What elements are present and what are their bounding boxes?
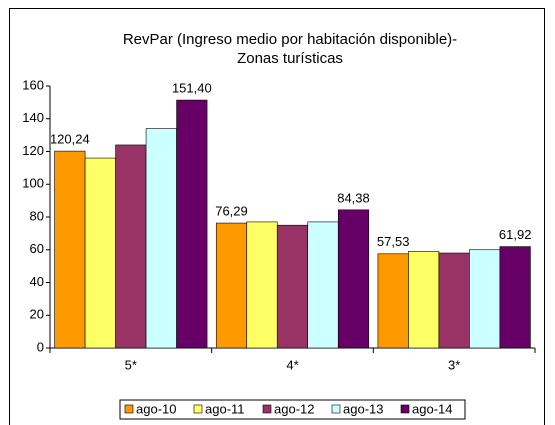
bar <box>215 222 248 349</box>
bar <box>54 150 86 349</box>
y-tick-label: 20 <box>30 307 44 322</box>
y-tick-label: 60 <box>30 241 44 256</box>
bar <box>408 251 440 349</box>
legend-label: ago-14 <box>412 401 452 416</box>
legend-swatch <box>124 404 134 414</box>
bar <box>176 99 208 349</box>
legend-swatch <box>331 404 341 414</box>
y-tick-label: 40 <box>30 274 44 289</box>
data-label: 151,40 <box>172 81 212 96</box>
bar <box>469 249 501 349</box>
x-tick-label: 5* <box>125 357 137 372</box>
y-tick-label: 80 <box>30 208 44 223</box>
data-label: 120,24 <box>50 132 90 147</box>
data-label: 76,29 <box>215 204 248 219</box>
y-tick-label: 120 <box>22 143 44 158</box>
bar <box>145 128 177 349</box>
chart-title: RevPar (Ingreso medio por habitación dis… <box>123 31 457 48</box>
y-tick-label: 160 <box>22 77 44 92</box>
legend-box <box>119 399 466 420</box>
bar <box>84 157 116 349</box>
legend-swatch <box>262 404 272 414</box>
y-tick-label: 100 <box>22 176 44 191</box>
bar <box>276 224 309 349</box>
bar <box>115 144 147 349</box>
data-label: 61,92 <box>499 227 532 242</box>
legend-label: ago-13 <box>343 401 383 416</box>
legend-label: ago-10 <box>136 401 176 416</box>
legend-label: ago-12 <box>274 401 314 416</box>
legend-label: ago-11 <box>205 401 245 416</box>
bar <box>337 209 370 349</box>
y-tick-label: 140 <box>22 110 44 125</box>
bar <box>499 246 531 349</box>
legend-swatch <box>400 404 410 414</box>
bar <box>307 221 339 349</box>
x-tick-label: 3* <box>448 357 460 372</box>
data-label: 57,53 <box>377 234 410 249</box>
legend-swatch <box>193 404 203 414</box>
y-tick-label: 0 <box>37 339 44 354</box>
bar <box>438 252 470 349</box>
bar <box>377 253 409 349</box>
x-tick-label: 4* <box>286 357 298 372</box>
bar <box>246 221 278 349</box>
chart-title: Zonas turísticas <box>237 50 343 67</box>
data-label: 84,38 <box>337 190 370 205</box>
